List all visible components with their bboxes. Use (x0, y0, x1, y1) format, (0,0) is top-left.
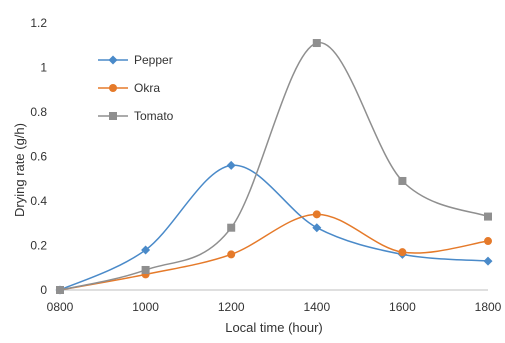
y-axis-title: Drying rate (g/h) (12, 123, 27, 217)
data-point-okra (312, 210, 321, 219)
x-tick-label: 1800 (475, 300, 502, 314)
data-point-tomato (398, 176, 407, 185)
legend-label-tomato: Tomato (134, 109, 174, 123)
data-point-tomato (56, 286, 64, 294)
data-point-tomato (484, 212, 492, 221)
series-okra (56, 210, 492, 294)
data-point-pepper (312, 223, 322, 233)
legend-item-pepper: Pepper (98, 53, 173, 67)
legend-label-okra: Okra (134, 81, 160, 95)
legend-marker-tomato (109, 112, 117, 120)
data-point-okra (398, 248, 407, 257)
series-pepper-line (59, 164, 489, 291)
x-tick-label: 1000 (132, 300, 159, 314)
y-tick-label: 0.6 (30, 150, 47, 164)
data-point-tomato (227, 223, 236, 232)
x-tick-label: 1600 (389, 300, 416, 314)
y-tick-label: 0.2 (30, 239, 47, 253)
data-point-okra (484, 237, 492, 246)
y-tick-label: 0.4 (30, 194, 47, 208)
y-tick-labels: 0 0.2 0.4 0.6 0.8 1 1.2 (30, 16, 47, 297)
data-point-tomato (141, 265, 150, 274)
series-layer (55, 39, 493, 295)
legend-marker-pepper (108, 55, 118, 65)
legend: Pepper Okra Tomato (98, 53, 174, 123)
legend-label-pepper: Pepper (134, 53, 173, 67)
data-point-pepper (141, 245, 151, 255)
series-okra-line (59, 213, 489, 291)
y-tick-label: 0 (40, 283, 47, 297)
legend-item-okra: Okra (98, 81, 160, 95)
y-tick-label: 0.8 (30, 105, 47, 119)
series-tomato (56, 39, 492, 294)
y-tick-label: 1.2 (30, 16, 47, 30)
data-point-tomato (312, 39, 321, 48)
x-tick-labels: 0800 1000 1200 1400 1600 1800 (47, 300, 502, 314)
x-axis-title: Local time (hour) (225, 320, 323, 335)
legend-item-tomato: Tomato (98, 109, 174, 123)
x-tick-label: 1200 (218, 300, 245, 314)
data-point-pepper (483, 256, 493, 266)
data-point-okra (227, 250, 236, 259)
legend-marker-okra (109, 84, 117, 92)
x-tick-label: 1400 (303, 300, 330, 314)
y-tick-label: 1 (40, 61, 47, 75)
series-pepper (55, 160, 493, 295)
data-point-pepper (226, 160, 236, 170)
x-tick-label: 0800 (47, 300, 74, 314)
